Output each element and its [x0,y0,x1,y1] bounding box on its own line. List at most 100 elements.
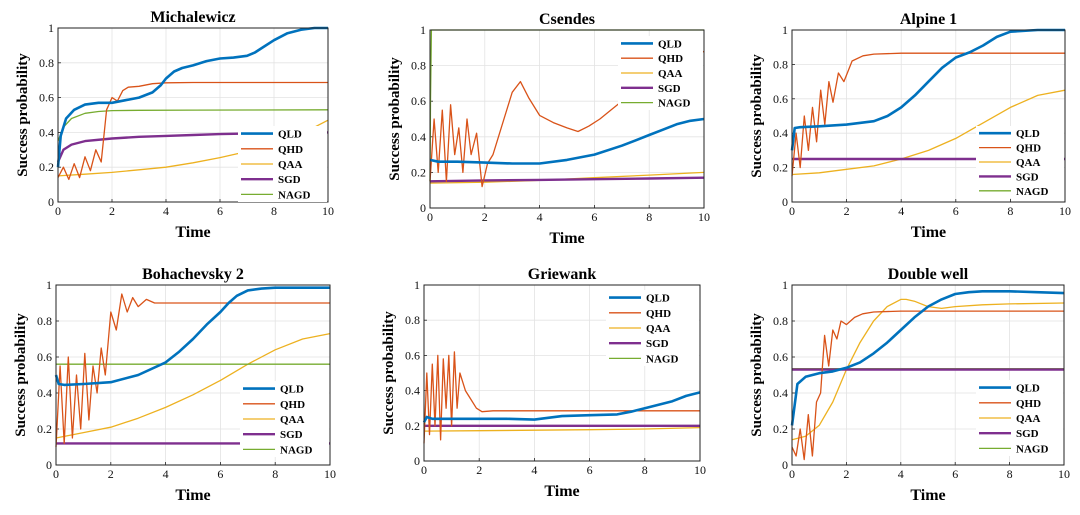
y-tick-label: 0.8 [405,313,420,327]
legend-label-qld: QLD [1016,128,1040,140]
y-tick-label: 0.4 [773,126,788,140]
x-tick-label: 4 [898,204,904,218]
legend-label-sgd: SGD [646,338,669,350]
y-tick-label: 0 [420,201,426,215]
subplot-3: 0 2 4 6 8 10 0 0.2 0.4 0.6 0.8 1 Alpine 1 Time Success… [749,11,1071,241]
series-line-qaa [791,298,1065,441]
y-axis-label: Success probability [13,313,29,437]
subplot-5: 0 2 4 6 8 10 0 0.2 0.4 0.6 0.8 1 Griewank Time Success… [381,266,706,500]
series-line-qld [790,289,1065,426]
series-line-qld [429,117,705,165]
x-tick-label: 4 [163,467,169,481]
x-tick-label: 10 [324,467,336,481]
x-tick-label: 0 [789,204,795,218]
axes-frame [57,27,329,203]
y-tick-label: 0.4 [405,384,420,398]
x-tick-label: 8 [646,210,652,224]
x-tick-label: 10 [698,210,710,224]
series-line-qhd [791,52,1065,177]
series-line-qaa [55,332,331,439]
axes-frame [791,284,1065,466]
legend-label-qld: QLD [658,38,682,50]
legend-label-qaa: QAA [1016,157,1041,169]
legend-label-qld: QLD [280,384,304,396]
y-tick-label: 0.2 [405,419,420,433]
x-tick-label: 0 [55,204,61,218]
x-tick-label: 8 [272,467,278,481]
x-tick-label: 6 [217,204,223,218]
legend-label-qaa: QAA [280,414,305,426]
legend-label-qhd: QHD [278,144,303,156]
y-tick-label: 0 [414,454,420,468]
y-tick-label: 0.2 [773,161,788,175]
x-tick-label: 2 [844,204,850,218]
x-tick-label: 10 [694,463,706,477]
x-tick-label: 2 [482,210,488,224]
y-axis-label: Success probability [381,311,397,435]
x-tick-label: 0 [421,463,427,477]
subplot-2: 0 2 4 6 8 10 0 0.2 0.4 0.6 0.8 1 Csendes Time Success … [387,11,710,247]
legend-label-qhd: QHD [646,308,671,320]
series-line-qhd [423,351,700,444]
series-line-qaa [791,89,1066,176]
legend-label-qaa: QAA [1016,413,1041,425]
subplot-title: Double well [888,266,969,283]
series-line-qaa [423,426,701,432]
y-tick-label: 0.2 [773,422,788,436]
y-tick-label: 0.8 [411,59,426,73]
legend-label-qld: QLD [278,129,302,141]
y-tick-label: 0 [782,195,788,209]
legend-label-qaa: QAA [646,323,671,335]
x-tick-label: 8 [1007,467,1013,481]
x-axis-label: Time [911,224,946,241]
series-line-qld [54,286,330,387]
legend-label-nagd: NAGD [658,98,690,110]
y-tick-label: 0.6 [39,91,54,105]
legend-label-qhd: QHD [1016,143,1041,155]
legend: QLD QHD QAA SGD NAGD [606,290,699,366]
y-tick-label: 0.6 [405,348,420,362]
legend-label-qaa: QAA [658,68,683,80]
axes-frame [55,284,331,466]
subplot-title: Alpine 1 [900,11,957,28]
legend: QLD QHD QAA SGD NAGD [976,126,1064,198]
legend: QLD QHD QAA SGD NAGD [238,126,327,202]
y-tick-label: 0.6 [411,94,426,108]
series-line-qhd [55,293,330,448]
subplot-title: Griewank [528,266,597,283]
legend-label-sgd: SGD [1016,428,1039,440]
legend-label-qld: QLD [1016,383,1040,395]
legend-label-qaa: QAA [278,159,303,171]
y-tick-label: 0.6 [37,350,52,364]
x-tick-label: 0 [53,467,59,481]
x-tick-label: 8 [642,463,648,477]
x-tick-label: 2 [109,204,115,218]
y-tick-label: 0.4 [39,125,54,139]
legend-label-sgd: SGD [280,429,303,441]
legend-label-sgd: SGD [1016,171,1039,183]
x-tick-label: 6 [591,210,597,224]
series-line-qhd [791,310,1064,461]
legend-label-nagd: NAGD [1016,186,1048,198]
legend-label-nagd: NAGD [1016,443,1048,455]
y-tick-label: 0 [782,458,788,472]
x-tick-label: 2 [843,467,849,481]
y-axis-label: Success probability [15,53,31,177]
y-tick-label: 0.4 [37,386,52,400]
x-axis-label: Time [175,224,210,241]
series-line-qhd [57,81,328,181]
subplot-title: Csendes [539,11,595,28]
x-tick-label: 0 [427,210,433,224]
x-tick-label: 0 [789,467,795,481]
subplot-6: 0 2 4 6 8 10 0 0.2 0.4 0.6 0.8 1 Double well Time Succ… [749,266,1070,504]
y-tick-label: 0.2 [37,422,52,436]
x-tick-label: 6 [587,463,593,477]
y-tick-label: 0.8 [37,314,52,328]
subplot-title: Bohachevsky 2 [142,266,244,283]
y-tick-label: 0.6 [773,92,788,106]
series-line-sgd [429,176,705,183]
x-tick-label: 6 [217,467,223,481]
x-tick-label: 10 [322,204,334,218]
x-tick-label: 2 [108,467,114,481]
